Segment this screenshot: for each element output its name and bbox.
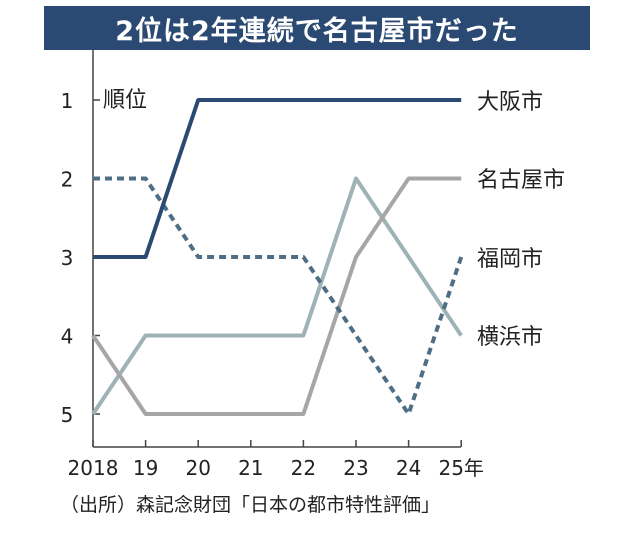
y-tick-label: 5 (61, 403, 74, 427)
series-line-1 (91, 176, 462, 416)
y-axis-label: 順位 (103, 88, 147, 113)
x-tick-label: 24 (396, 456, 421, 480)
x-tick-label: 2018 (68, 456, 119, 480)
title-bar: 2位は2年連続で名古屋市だった (44, 6, 590, 50)
y-tick-label: 4 (61, 325, 74, 349)
series-line-0 (93, 98, 462, 259)
chart-title: 2位は2年連続で名古屋市だった (115, 15, 519, 47)
y-tick-label: 1 (61, 89, 74, 113)
series-line-3 (91, 176, 463, 416)
legend-label: 横浜市 (477, 325, 543, 350)
x-tick-label: 22 (291, 456, 316, 480)
x-tick-label: 19 (133, 456, 158, 480)
y-tick-label: 3 (61, 246, 74, 270)
source-note: （出所）森記念財団「日本の都市特性評価」 (60, 494, 441, 516)
x-tick-label: 20 (185, 456, 210, 480)
legend-label: 福岡市 (477, 247, 543, 272)
x-tick-label: 25年 (438, 456, 483, 480)
legend-label: 大阪市 (477, 90, 543, 115)
x-tick-label: 23 (343, 456, 368, 480)
x-tick-label: 21 (238, 456, 263, 480)
legend-label: 名古屋市 (477, 168, 565, 193)
y-tick-label: 2 (61, 168, 74, 192)
series-line-2 (93, 176, 464, 416)
